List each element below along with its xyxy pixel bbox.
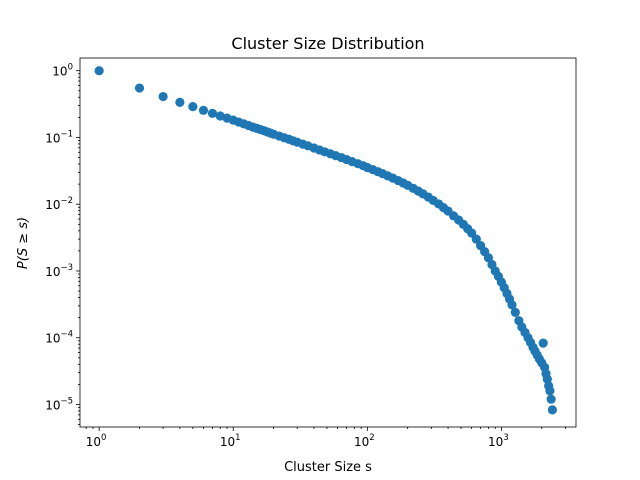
- x-tick-label: 103: [488, 433, 509, 449]
- data-point: [198, 105, 209, 115]
- data-point: [538, 338, 548, 348]
- data-point: [547, 405, 557, 415]
- scatter-points: [94, 66, 557, 415]
- y-tick-label: 10−3: [45, 263, 73, 279]
- x-tick-label: 102: [354, 433, 375, 449]
- y-axis-ticks: 10−5 10−4 10−3 10−2 10−1 100: [45, 63, 80, 425]
- y-tick-label: 10−4: [45, 330, 73, 346]
- data-point: [483, 253, 494, 263]
- y-tick-label: 10−5: [45, 396, 73, 412]
- chart-title: Cluster Size Distribution: [231, 34, 424, 53]
- y-tick-label: 10−1: [45, 129, 73, 145]
- data-point: [545, 386, 555, 396]
- y-tick-label: 10−2: [45, 196, 73, 212]
- data-point: [510, 307, 520, 317]
- x-tick-label: 100: [86, 433, 107, 449]
- x-tick-label: 101: [220, 433, 241, 449]
- data-point: [158, 91, 168, 102]
- plot-frame: [79, 57, 577, 428]
- data-point: [175, 97, 185, 108]
- x-axis-label: Cluster Size s: [284, 460, 372, 475]
- data-point: [546, 394, 556, 404]
- x-axis-ticks: 100 101 102 103: [85, 427, 566, 449]
- data-point: [94, 66, 104, 76]
- data-point: [188, 101, 198, 112]
- data-point: [207, 108, 218, 118]
- y-axis-label: P(S ≥ s): [16, 217, 31, 269]
- y-tick-label: 100: [52, 63, 73, 79]
- data-point: [507, 300, 517, 310]
- data-point: [471, 234, 481, 244]
- data-point: [134, 83, 145, 93]
